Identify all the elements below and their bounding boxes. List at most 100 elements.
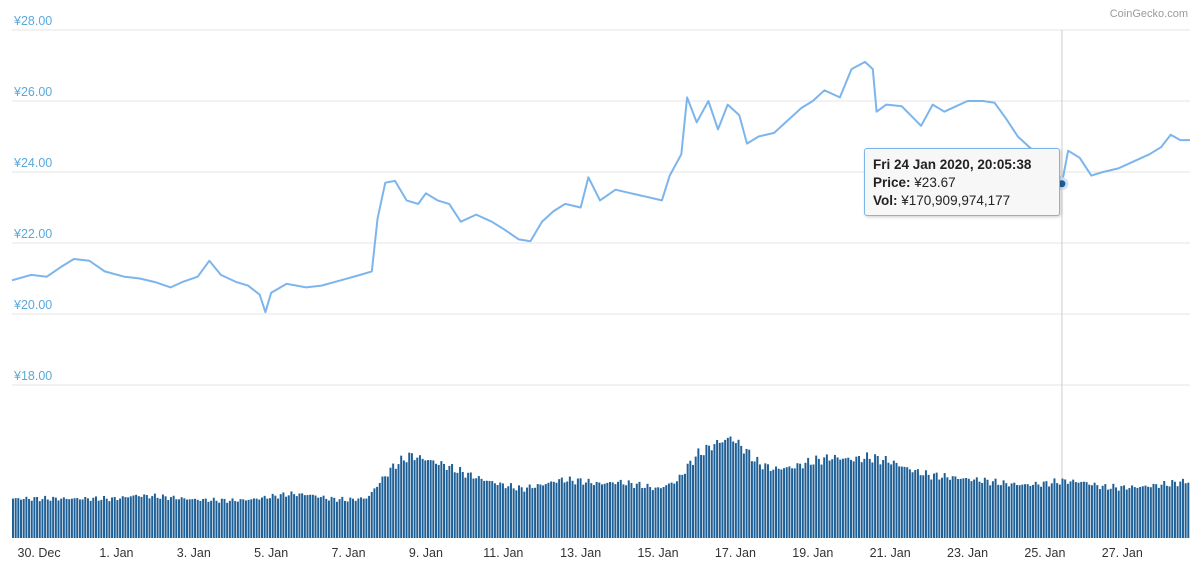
y-tick-label: ¥24.00 [13, 156, 52, 170]
volume-bar [801, 468, 804, 538]
volume-bar [726, 437, 729, 538]
volume-bar [914, 470, 917, 538]
volume-bar [352, 498, 354, 538]
volume-bar [92, 497, 95, 538]
volume-bar [566, 481, 569, 538]
volume-bar [595, 481, 598, 538]
volume-bar [852, 461, 855, 538]
volume-bar [97, 500, 100, 538]
volume-bar [20, 499, 23, 538]
volume-bar [1139, 486, 1142, 538]
volume-bar [113, 497, 116, 538]
volume-bar [242, 499, 245, 538]
volume-bar [1179, 481, 1182, 538]
volume-bar [183, 498, 186, 538]
volume-bar [922, 475, 925, 538]
credit-label[interactable]: CoinGecko.com [1110, 8, 1188, 20]
volume-bar [501, 483, 504, 538]
volume-bar [295, 496, 298, 538]
volume-bar [1096, 485, 1099, 538]
volume-bar [1072, 479, 1075, 538]
volume-bar [28, 499, 31, 538]
volume-bar [1184, 483, 1187, 538]
volume-bar [617, 481, 620, 538]
volume-bar [282, 492, 285, 538]
y-tick-label: ¥18.00 [13, 369, 52, 383]
volume-bar [748, 449, 751, 538]
volume-bar [469, 472, 472, 538]
x-tick-label: 15. Jan [638, 546, 679, 560]
volume-bar [820, 464, 823, 538]
volume-bar [317, 497, 320, 538]
volume-bar [831, 459, 834, 538]
volume-bar [234, 501, 237, 538]
y-tick-label: ¥28.00 [13, 14, 52, 28]
volume-bar [662, 486, 665, 538]
volume-bar [584, 482, 587, 538]
volume-bar [1181, 478, 1184, 538]
volume-bar [456, 472, 459, 538]
volume-bar [132, 495, 135, 538]
volume-bar [601, 484, 603, 538]
volume-bar [25, 496, 28, 538]
volume-bar [609, 482, 612, 538]
volume-bar [981, 482, 984, 538]
volume-bar [740, 445, 743, 538]
volume-bar [196, 499, 199, 538]
volume-bar [108, 501, 111, 538]
volume-bar [895, 462, 898, 538]
volume-bar [627, 480, 630, 538]
y-tick-label: ¥20.00 [13, 298, 52, 312]
volume-bar [734, 443, 737, 538]
volume-bar [333, 497, 336, 538]
volume-bar [148, 498, 151, 538]
volume-bar [817, 458, 820, 538]
volume-bar [263, 495, 266, 538]
volume-bar [435, 463, 437, 538]
volume-bar [303, 495, 306, 538]
volume-bar [941, 477, 943, 538]
price-tooltip: Fri 24 Jan 2020, 20:05:38 Price: ¥23.67 … [864, 148, 1060, 216]
volume-bar [526, 487, 529, 538]
volume-bar [550, 481, 553, 538]
volume-bar [1160, 484, 1163, 538]
volume-bar [911, 472, 914, 538]
volume-bar [772, 469, 775, 538]
volume-bar [30, 500, 33, 538]
x-tick-label: 13. Jan [560, 546, 601, 560]
volume-bar [919, 475, 922, 538]
volume-bar [876, 456, 879, 538]
volume-bar [667, 483, 670, 538]
volume-bar [1173, 481, 1176, 538]
volume-bar [750, 461, 753, 538]
volume-bar [753, 461, 756, 538]
volume-bar [1149, 487, 1152, 538]
volume-bar [1032, 484, 1035, 538]
volume-bar [250, 499, 253, 538]
volume-bar [598, 482, 601, 538]
volume-bar [121, 496, 124, 538]
volume-bar [1090, 485, 1093, 538]
volume-bar [413, 460, 416, 538]
volume-bar [231, 498, 234, 538]
volume-bar [81, 499, 84, 538]
volume-bar [65, 498, 68, 538]
volume-bar [576, 478, 579, 538]
volume-bar [542, 485, 545, 538]
volume-bar [745, 448, 748, 538]
x-axis-labels: 30. Dec 1. Jan 3. Jan 5. Jan 7. Jan 9. Jan 11.… [18, 546, 1143, 560]
volume-bar [614, 484, 617, 538]
x-tick-label: 9. Jan [409, 546, 443, 560]
volume-bar [1050, 483, 1053, 538]
volume-bar [544, 484, 547, 538]
volume-bar [606, 482, 609, 538]
volume-bar [378, 482, 381, 538]
volume-bar [445, 470, 448, 538]
volume-bar [611, 482, 614, 538]
volume-bar [33, 497, 36, 538]
volume-bar [1015, 485, 1018, 538]
volume-bar [499, 482, 502, 538]
volume-bar [269, 498, 271, 538]
volume-bar [218, 502, 221, 538]
